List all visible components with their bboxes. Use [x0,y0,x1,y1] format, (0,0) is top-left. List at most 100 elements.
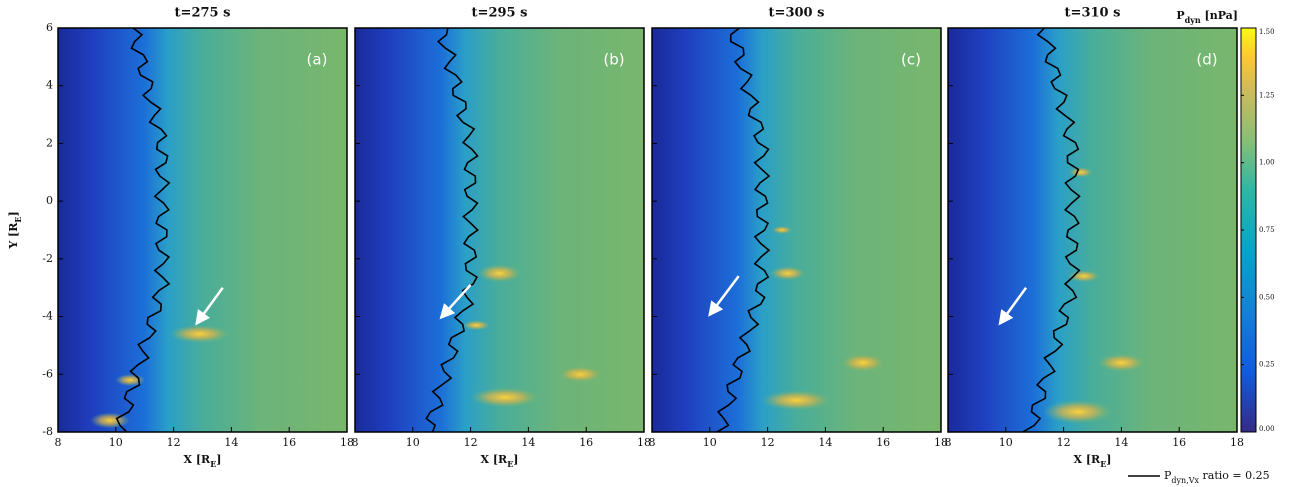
heatmap [652,28,941,432]
colorbar-tick-label: 1.25 [1259,91,1275,99]
x-tick-label: 10 [406,436,420,449]
colorbar-tick-label: 0.75 [1259,226,1275,234]
arrow [708,275,740,317]
legend-text: Pdyn,Vx ratio = 0.25 [1164,469,1270,485]
heatmap [355,28,644,432]
panel-title: t=300 s [769,6,825,21]
x-tick-label: 8 [945,436,952,449]
x-axis-label-part: X [R [183,453,211,466]
x-tick-label: 12 [167,436,181,449]
contour [425,28,479,432]
colorbar-label-part: [nPa] [1201,9,1238,22]
plot-frame [947,27,1238,433]
panel-title: t=310 s [1065,6,1121,21]
y-tick-label: -8 [42,425,53,438]
x-tick-label: 14 [1114,436,1128,449]
y-axis-label-part: E [13,217,23,223]
y-axis-label: Y [RE] [7,211,23,249]
colorbar-label-part: P [1176,9,1184,22]
hot-spot [1068,167,1093,178]
heatmap [58,28,347,432]
x-axis-label-part: X [R [1073,453,1101,466]
x-axis-label: X [RE] [480,453,518,469]
hot-spot [761,390,832,411]
heatmap-background [355,28,644,432]
y-axis-label-part: Y [R [7,222,20,250]
y-axis-label-part: ] [7,211,20,216]
contour [115,28,171,432]
hot-spot [772,226,793,234]
x-tick-label: 16 [282,436,296,449]
x-tick-label: 18 [637,436,651,449]
colorbar-tick-label: 0.25 [1259,361,1275,369]
x-axis-label-part: E [210,459,216,469]
x-axis-label-part: E [507,459,513,469]
x-axis-label-part: E [1100,459,1106,469]
x-tick-label: 10 [109,436,123,449]
y-tick-label: -4 [42,310,53,323]
plot-frame [354,27,645,433]
contour [716,28,771,432]
x-tick-label: 16 [1172,436,1186,449]
legend-text-part: dyn,V [1171,476,1194,485]
x-tick-label: 16 [579,436,593,449]
x-tick-label: 18 [934,436,948,449]
y-tick-label: 0 [46,194,53,207]
x-tick-label: 8 [55,436,62,449]
x-axis-label-part: X [R [480,453,508,466]
panel-label: (c) [901,51,921,69]
x-axis-label: X [RE] [1073,453,1111,469]
panel-title: t=295 s [472,6,528,21]
arrow [439,283,472,320]
colorbar-tick-label: 1.50 [1259,28,1275,36]
y-tick-label: 4 [46,79,53,92]
hot-spot [477,264,522,283]
panel-title: t=275 s [175,6,231,21]
plot-frame [57,27,348,433]
hot-spot [840,353,885,372]
heatmap-background [652,28,941,432]
colorbar-tick-label: 1.00 [1259,159,1275,167]
x-tick-label: 18 [1230,436,1244,449]
x-tick-label: 14 [224,436,238,449]
x-tick-label: 10 [703,436,717,449]
arrow [195,286,224,326]
x-axis-label-part: ] [513,453,518,466]
legend-text-part: P [1164,469,1172,482]
hot-spot [115,374,146,387]
x-tick-label: 12 [761,436,775,449]
x-tick-label: 12 [1057,436,1071,449]
hot-spot [462,320,491,331]
x-tick-label: 16 [876,436,890,449]
x-tick-label: 10 [999,436,1013,449]
contour [1022,28,1081,432]
hot-spot [558,366,603,383]
heatmap-background [948,28,1237,432]
hot-spot [1097,353,1146,372]
legend-text-part: x [1195,476,1200,485]
panel-label: (b) [603,51,624,69]
y-tick-label: 6 [46,21,53,34]
panel-label: (a) [307,51,328,69]
arrow [998,286,1028,326]
legend-text-part: ratio = 0.25 [1199,469,1270,482]
hot-spot [169,324,230,343]
hot-spot [470,387,541,408]
x-axis-label-part: ] [1106,453,1111,466]
x-tick-label: 8 [649,436,656,449]
x-tick-label: 18 [340,436,354,449]
heatmap [948,28,1237,432]
x-tick-label: 8 [352,436,359,449]
colorbar-label: Pdyn [nPa] [1176,9,1238,25]
panel-label: (d) [1196,51,1217,69]
heatmap-background [58,28,347,432]
x-tick-label: 14 [818,436,832,449]
hot-spot [769,266,806,281]
x-tick-label: 12 [464,436,478,449]
x-tick-label: 14 [521,436,535,449]
colorbar-tick-label: 0.00 [1259,425,1275,433]
x-axis-label: X [RE] [183,453,221,469]
hot-spot [1043,399,1114,424]
y-tick-label: -6 [42,367,53,380]
